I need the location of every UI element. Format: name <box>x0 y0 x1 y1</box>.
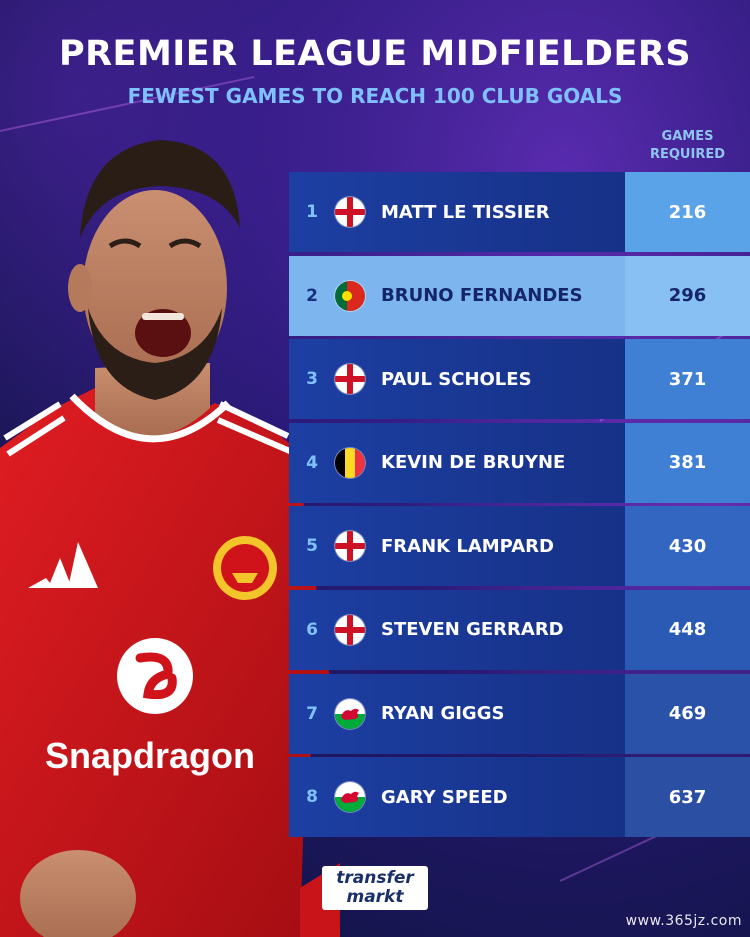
games-required-value: 448 <box>625 589 750 670</box>
watermark: www.365jz.com <box>625 913 742 929</box>
table-row: 8 GARY SPEED 637 <box>289 757 750 838</box>
sponsor-symbol-swirl <box>135 652 177 700</box>
teeth <box>142 313 184 320</box>
games-required-value: 469 <box>625 673 750 754</box>
rank-number: 6 <box>306 619 318 640</box>
column-header-line: REQUIRED <box>649 147 726 162</box>
player-name: BRUNO FERNANDES <box>381 285 583 307</box>
table-row: 5 FRANK LAMPARD 430 <box>289 506 750 587</box>
rank-number: 4 <box>306 452 318 473</box>
rank-number: 5 <box>306 536 318 557</box>
collar <box>69 393 231 443</box>
rank-number: 1 <box>306 202 318 222</box>
mouth <box>135 309 191 357</box>
eye <box>108 238 142 249</box>
wales-flag <box>335 782 365 813</box>
crest-ship <box>232 573 258 583</box>
games-required-value: 430 <box>625 506 750 587</box>
adidas-logo <box>28 542 98 588</box>
page-subtitle: FEWEST GAMES TO REACH 100 CLUB GOALS <box>127 84 623 108</box>
table-row: 1 MATT LE TISSIER 216 <box>289 172 750 252</box>
games-required-value: 296 <box>625 255 750 336</box>
shirt-sponsor: Snapdragon <box>45 735 255 776</box>
logo-line1: transfer <box>336 868 414 888</box>
column-header-line: GAMES <box>661 129 714 144</box>
ranking-table: 1 MATT LE TISSIER 216 2 BRUNO FERNANDES 296 3 P… <box>289 172 750 841</box>
games-required-value: 216 <box>625 172 750 252</box>
eye <box>168 238 202 249</box>
fist <box>20 850 136 937</box>
hair <box>80 140 240 238</box>
ear <box>68 264 92 312</box>
beard <box>88 308 222 400</box>
head <box>83 190 227 386</box>
games-required-value: 371 <box>625 339 750 420</box>
logo-line2: markt <box>346 887 404 907</box>
shoulder-stripe <box>216 417 294 455</box>
england-flag <box>335 197 365 227</box>
table-row: 6 STEVEN GERRARD 448 <box>289 589 750 670</box>
table-row: 3 PAUL SCHOLES 371 <box>289 339 750 420</box>
rank-number: 8 <box>306 787 318 808</box>
shoulder-stripe <box>3 401 62 441</box>
england-flag <box>335 614 365 645</box>
player-name: FRANK LAMPARD <box>381 535 554 557</box>
player-name: PAUL SCHOLES <box>381 368 532 390</box>
club-crest-inner <box>221 544 269 592</box>
shoulder-stripe <box>6 415 66 457</box>
table-row: 7 RYAN GIGGS 469 <box>289 673 750 754</box>
wales-flag <box>335 698 365 729</box>
rank-number: 3 <box>306 369 318 390</box>
portugal-flag <box>335 280 365 311</box>
player-name: STEVEN GERRARD <box>381 619 564 641</box>
player-photo: Snapdragon <box>0 140 340 937</box>
player-name: KEVIN DE BRUYNE <box>381 452 566 474</box>
england-flag <box>335 364 365 395</box>
rank-number: 7 <box>306 703 318 724</box>
games-required-value: 637 <box>625 757 750 838</box>
transfermarkt-logo: transfer markt <box>322 866 428 910</box>
belgium-flag <box>335 447 365 478</box>
table-row: 2 BRUNO FERNANDES 296 <box>289 255 750 336</box>
player-name: GARY SPEED <box>381 786 508 808</box>
table-row: 4 KEVIN DE BRUYNE 381 <box>289 422 750 503</box>
games-required-value: 381 <box>625 422 750 503</box>
rank-number: 2 <box>306 285 318 306</box>
shoulder-stripe <box>218 401 290 439</box>
games-required-header: GAMES REQUIRED <box>630 128 745 164</box>
player-name: MATT LE TISSIER <box>381 201 550 223</box>
england-flag <box>335 531 365 562</box>
page-title: PREMIER LEAGUE MIDFIELDERS <box>58 34 692 74</box>
player-name: RYAN GIGGS <box>381 703 505 725</box>
